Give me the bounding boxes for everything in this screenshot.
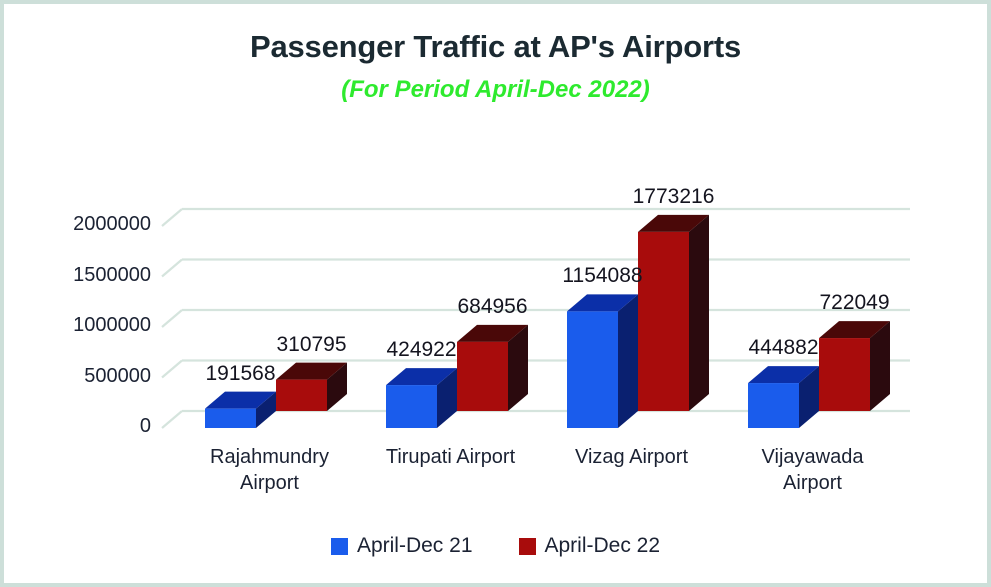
category-label-line: Vizag Airport: [574, 446, 689, 468]
bar-value-label: 684956: [457, 294, 528, 318]
gridlines: [161, 207, 910, 429]
plot-area: [161, 207, 910, 429]
bar-value-label: 424922: [386, 338, 457, 362]
bar-3d: [276, 362, 347, 411]
x-axis-category-label: Tirupati Airport: [360, 444, 541, 470]
legend-swatch-icon: [518, 537, 536, 555]
bar-value-label: 1773216: [632, 184, 715, 208]
legend-item[interactable]: April-Dec 22: [518, 534, 661, 558]
category-label-line: Airport: [783, 472, 842, 494]
bar-3d: [386, 368, 457, 428]
y-axis-tick-label: 0: [139, 415, 151, 437]
y-axis-tick-label: 1000000: [73, 314, 151, 336]
bar-3d: [205, 391, 276, 428]
category-label-line: Rajahmundry: [210, 446, 329, 468]
x-axis-category-label: Rajahmundry Airport: [179, 444, 360, 496]
legend-label: April-Dec 22: [544, 534, 661, 557]
y-axis-tick-label: 500000: [84, 364, 151, 387]
bar-3d: [567, 294, 638, 428]
legend-item[interactable]: April-Dec 21: [330, 534, 473, 558]
bar-3d: [748, 366, 819, 428]
x-axis-category-label: Vijayawada Airport: [722, 444, 903, 496]
bar-3d: [457, 324, 528, 411]
legend-swatch-icon: [330, 537, 348, 555]
bar-value-label: 191568: [205, 361, 276, 385]
bars: [205, 214, 890, 428]
x-axis-category-label: Vizag Airport: [541, 444, 722, 470]
category-label-line: Vijayawada: [761, 446, 864, 468]
bar-value-label: 722049: [819, 291, 890, 315]
category-label-line: Airport: [240, 472, 299, 494]
category-label-line: Tirupati Airport: [385, 446, 516, 468]
y-axis-tick-label: 2000000: [73, 213, 151, 235]
chart-subtitle: (For Period April-Dec 2022): [341, 76, 650, 103]
legend-label: April-Dec 21: [356, 534, 473, 557]
y-axis-tick-label: 1500000: [73, 263, 151, 286]
bar-value-label: 444882: [748, 336, 819, 360]
bar-3d: [819, 321, 890, 411]
bar-3d: [638, 214, 709, 411]
chart-legend: April-Dec 21 April-Dec 22: [4, 534, 987, 558]
chart-title: Passenger Traffic at AP's Airports: [249, 29, 741, 64]
bar-value-label: 310795: [276, 332, 347, 356]
bar-value-label: 1154088: [562, 264, 643, 288]
